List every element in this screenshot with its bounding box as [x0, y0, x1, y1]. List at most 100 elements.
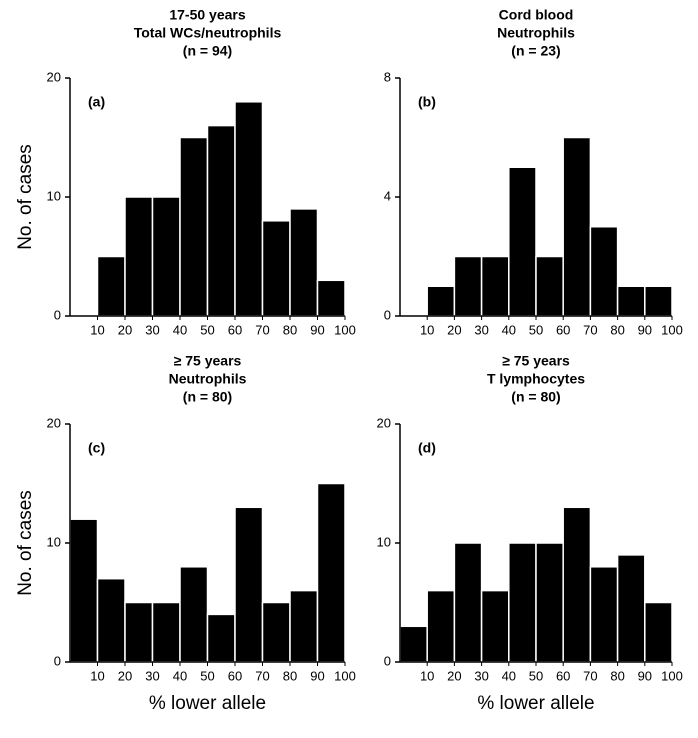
y-tick-label: 20: [47, 415, 61, 430]
bar: [316, 279, 346, 317]
bar: [206, 124, 236, 317]
x-tick-label: 90: [638, 668, 652, 683]
x-tick-label: 50: [529, 322, 543, 337]
bar: [289, 208, 319, 317]
x-tick-label: 10: [90, 322, 104, 337]
x-tick-label: 20: [118, 668, 132, 683]
chart-title: (n = 80): [183, 389, 232, 405]
y-tick-label: 20: [47, 69, 61, 84]
bar: [234, 101, 264, 317]
bar: [426, 285, 456, 317]
chart-title: Cord blood: [499, 7, 574, 23]
x-tick-label: 40: [502, 668, 516, 683]
bar: [426, 589, 456, 663]
bar: [589, 226, 619, 317]
bar: [234, 506, 264, 663]
chart-title: Neutrophils: [169, 371, 247, 387]
x-tick-label: 70: [255, 668, 269, 683]
bar: [261, 601, 291, 663]
chart-title: Total WCs/neutrophils: [134, 25, 282, 41]
y-axis-label: No. of cases: [15, 144, 36, 250]
y-tick-label: 0: [54, 307, 61, 322]
bar: [96, 577, 126, 663]
bar: [261, 220, 291, 317]
bar: [151, 196, 181, 317]
chart-title: (n = 23): [511, 43, 560, 59]
bar: [589, 566, 619, 663]
x-tick-label: 70: [255, 322, 269, 337]
chart-title: (n = 94): [183, 43, 232, 59]
bar: [96, 255, 126, 317]
bar: [69, 518, 99, 663]
chart-title: (n = 80): [511, 389, 560, 405]
x-axis-label: % lower allele: [477, 693, 594, 714]
x-tick-label: 60: [228, 668, 242, 683]
x-tick-label: 30: [145, 322, 159, 337]
x-tick-label: 50: [200, 322, 214, 337]
y-tick-label: 4: [384, 188, 391, 203]
chart-title: 17-50 years: [169, 7, 246, 23]
bar: [562, 506, 592, 663]
bar: [206, 613, 236, 663]
bar: [644, 601, 673, 663]
panel-label: (a): [88, 94, 105, 110]
x-tick-label: 20: [447, 322, 461, 337]
x-tick-label: 60: [228, 322, 242, 337]
bar: [316, 482, 346, 663]
x-tick-label: 100: [334, 322, 356, 337]
x-tick-label: 60: [556, 322, 570, 337]
x-tick-label: 40: [502, 322, 516, 337]
y-tick-label: 0: [384, 653, 391, 668]
bar: [289, 589, 319, 663]
x-tick-label: 10: [90, 668, 104, 683]
x-tick-label: 20: [447, 668, 461, 683]
chart-title: Neutrophils: [497, 25, 575, 41]
panel-label: (c): [88, 440, 105, 456]
x-tick-label: 90: [310, 668, 324, 683]
x-tick-label: 10: [420, 668, 434, 683]
chart-title: ≥ 75 years: [502, 353, 570, 369]
x-tick-label: 10: [420, 322, 434, 337]
y-tick-label: 10: [47, 534, 61, 549]
x-tick-label: 40: [173, 668, 187, 683]
x-tick-label: 40: [173, 322, 187, 337]
x-tick-label: 70: [583, 668, 597, 683]
y-tick-label: 0: [54, 653, 61, 668]
chart-title: ≥ 75 years: [174, 353, 242, 369]
x-tick-label: 80: [283, 668, 297, 683]
x-tick-label: 90: [310, 322, 324, 337]
y-tick-label: 8: [384, 69, 391, 84]
bar: [616, 554, 646, 663]
bar: [179, 566, 209, 663]
bar: [124, 196, 154, 317]
bar: [535, 255, 564, 317]
bar: [508, 542, 537, 663]
x-tick-label: 70: [583, 322, 597, 337]
x-tick-label: 30: [145, 668, 159, 683]
y-tick-label: 20: [377, 415, 391, 430]
y-tick-label: 0: [384, 307, 391, 322]
x-tick-label: 100: [334, 668, 356, 683]
panel-label: (d): [418, 440, 436, 456]
bar: [562, 136, 592, 317]
bar: [535, 542, 564, 663]
x-tick-label: 50: [200, 668, 214, 683]
y-tick-label: 10: [377, 534, 391, 549]
bar: [151, 601, 181, 663]
bar: [480, 589, 510, 663]
y-axis-label: No. of cases: [15, 490, 36, 596]
x-tick-label: 80: [610, 322, 624, 337]
x-tick-label: 30: [474, 668, 488, 683]
x-tick-label: 60: [556, 668, 570, 683]
x-tick-label: 80: [283, 322, 297, 337]
bar: [616, 285, 646, 317]
chart-title: T lymphocytes: [487, 371, 585, 387]
bar: [179, 136, 209, 317]
x-tick-label: 100: [661, 668, 683, 683]
x-tick-label: 100: [661, 322, 683, 337]
x-tick-label: 20: [118, 322, 132, 337]
bar: [453, 542, 483, 663]
bar: [480, 255, 510, 317]
bar: [508, 166, 537, 317]
